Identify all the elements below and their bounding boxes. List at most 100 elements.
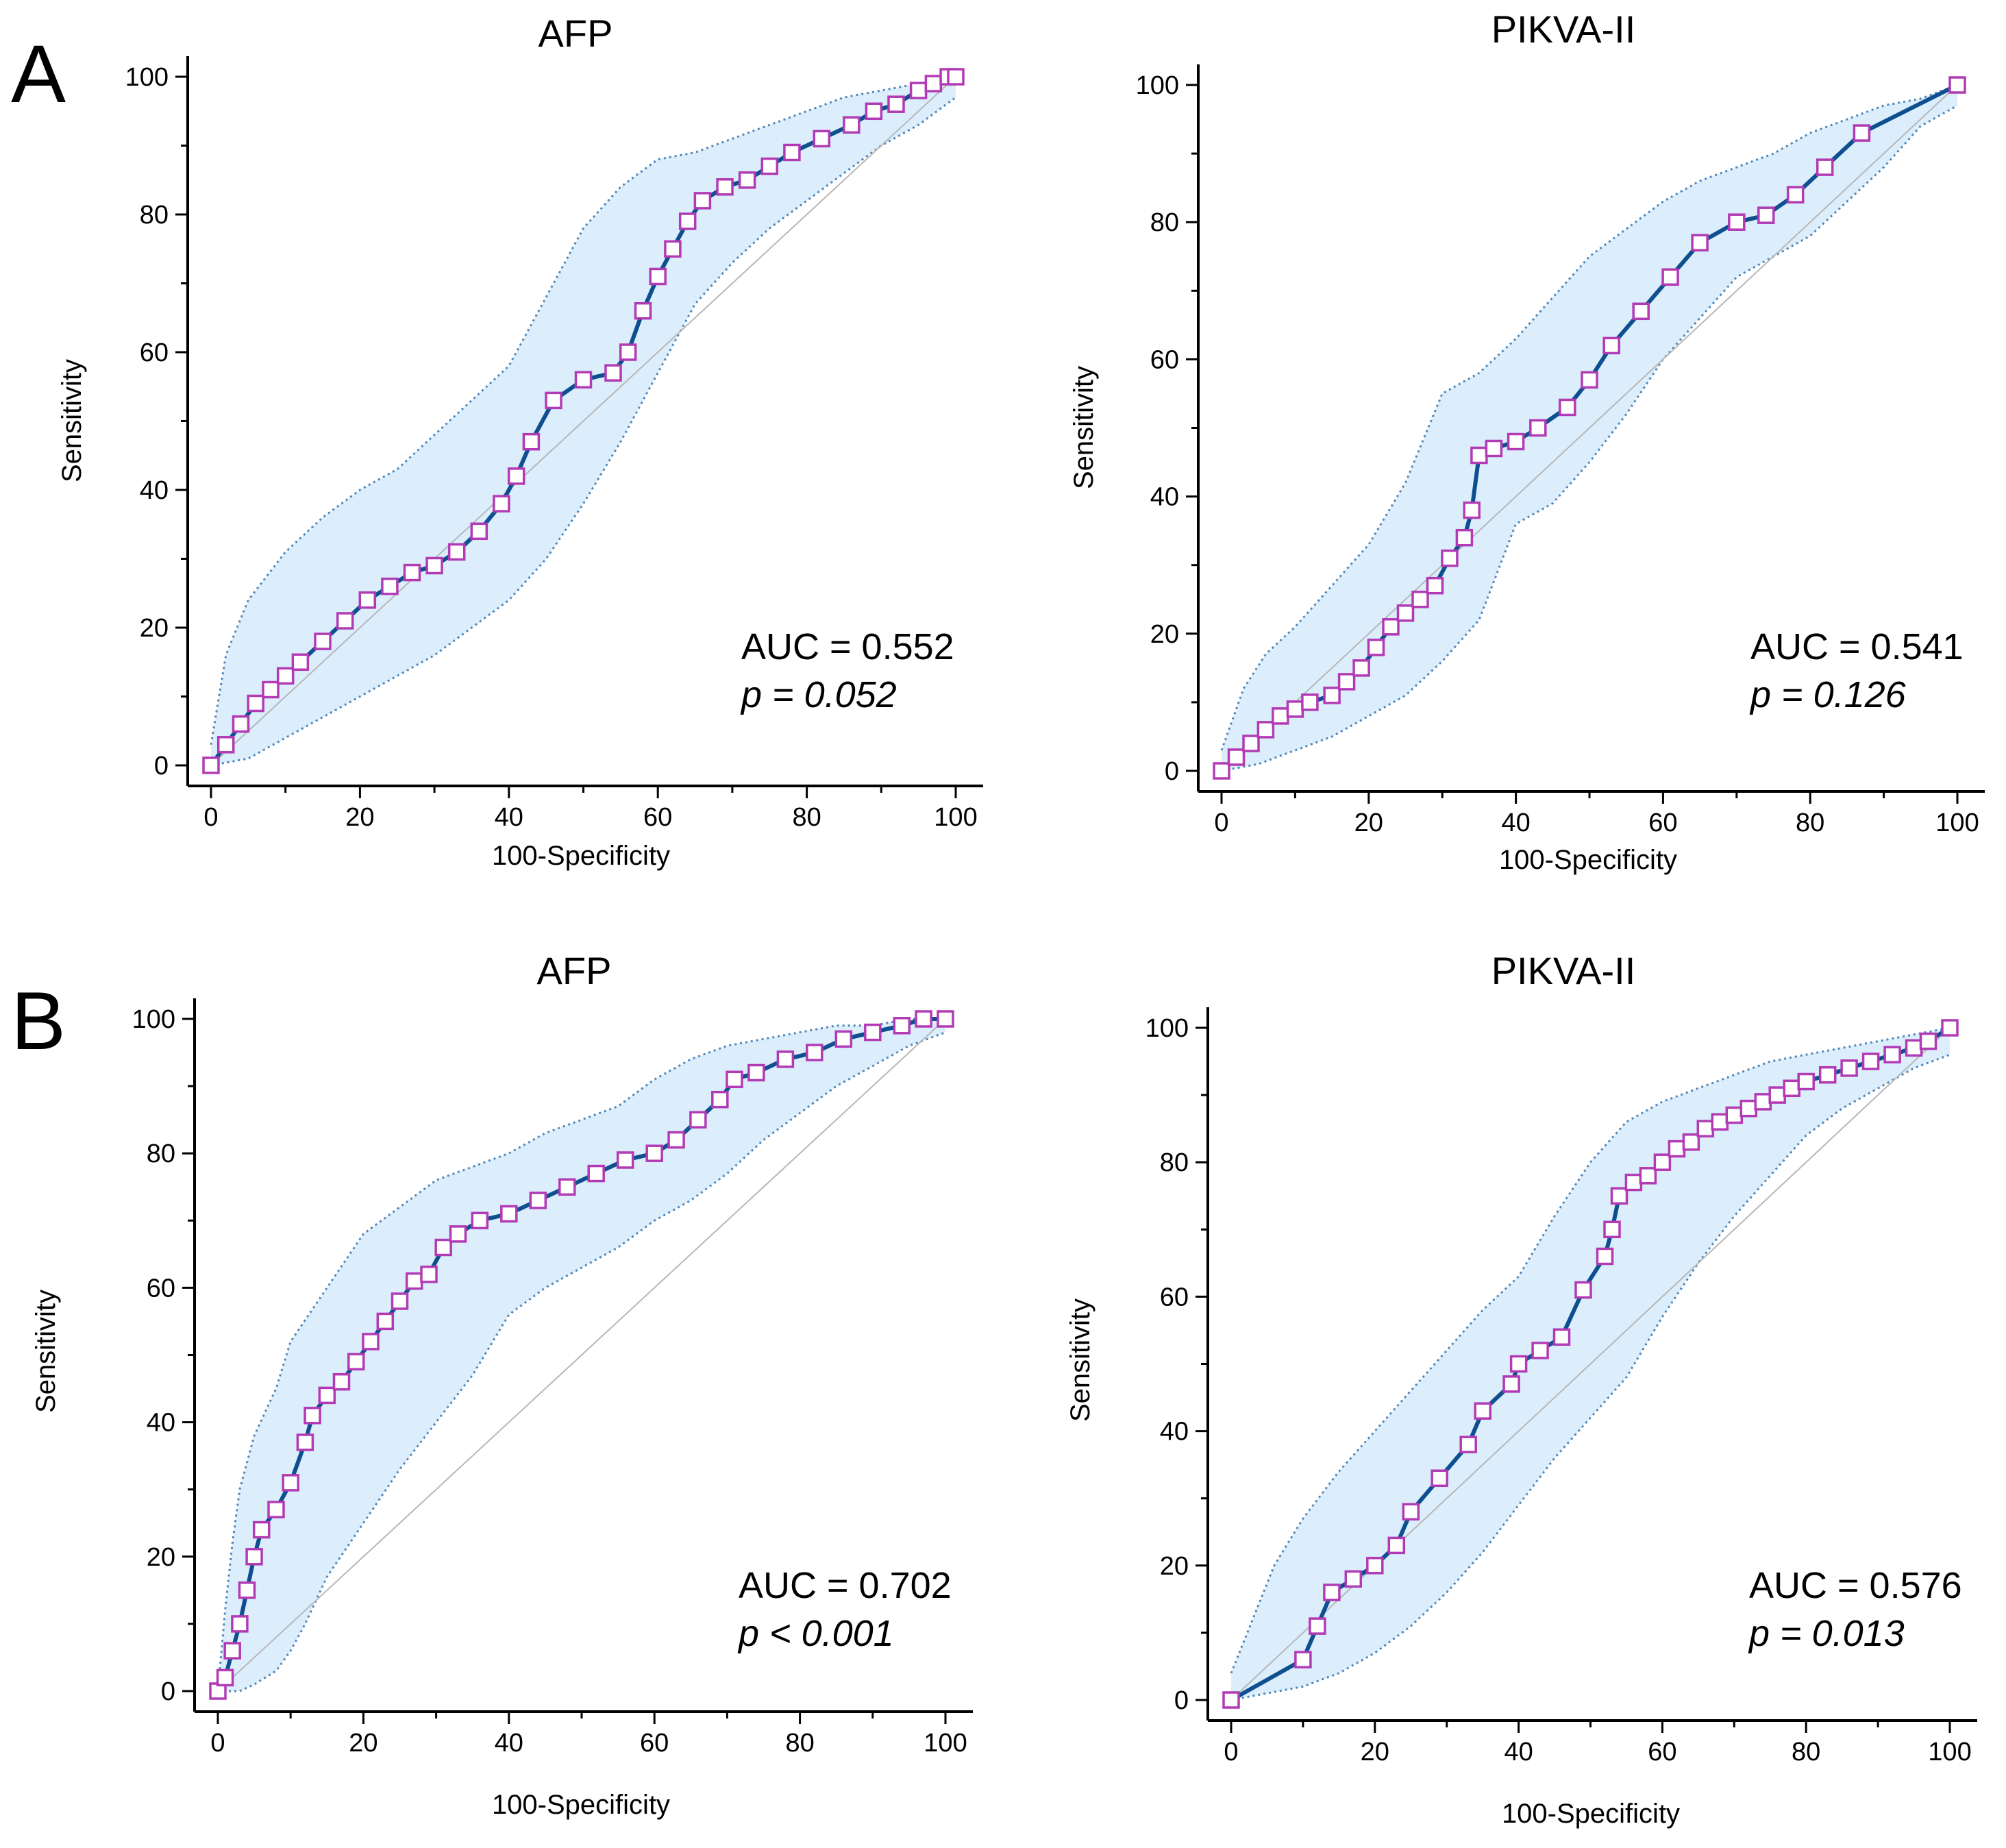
x-tick-label: 80 [1796, 809, 1824, 837]
roc-point [1411, 591, 1429, 608]
y-tick-label: 100 [132, 1005, 175, 1034]
roc-point [449, 1225, 467, 1243]
roc-point [887, 95, 905, 113]
x-tick-label: 40 [1501, 809, 1530, 837]
y-tick-label: 100 [1146, 1014, 1189, 1043]
roc-point [1786, 186, 1805, 204]
roc-point [471, 1211, 489, 1230]
ci-lower-line [210, 96, 956, 767]
roc-point [1596, 1247, 1614, 1266]
roc-point [1323, 687, 1341, 704]
x-tick-label: 80 [1792, 1738, 1820, 1766]
roc-point [1883, 1046, 1901, 1063]
p-value-text: p = 0.013 [1748, 1613, 1905, 1654]
roc-point [1603, 1220, 1621, 1239]
roc-point [1559, 398, 1576, 417]
x-axis-label: 100-Specificity [1502, 1799, 1680, 1829]
roc-point [1783, 1079, 1800, 1098]
roc-point [362, 1333, 380, 1351]
chart-b-afp: 0 20 40 60 80 100 0 20 40 60 80 100 AFP 100-Specifi… [31, 949, 973, 1820]
x-tick-label: 20 [1361, 1738, 1389, 1766]
chart-title: PIKVA-II [1491, 8, 1636, 51]
roc-point [1396, 604, 1415, 622]
roc-point [1382, 618, 1400, 636]
roc-point [574, 371, 593, 389]
y-tick-label: 20 [1150, 620, 1179, 649]
roc-point [1366, 1557, 1384, 1575]
ci-upper-line [216, 1018, 945, 1692]
roc-point [726, 1070, 743, 1089]
roc-point [1682, 1133, 1700, 1151]
p-value-text: p = 0.052 [740, 674, 897, 715]
ci-upper-line [1230, 1026, 1951, 1674]
roc-point [245, 1548, 263, 1566]
roc-point [1323, 1584, 1341, 1601]
roc-point [391, 1292, 409, 1310]
auc-text: AUC = 0.576 [1749, 1565, 1962, 1606]
roc-point [1574, 1281, 1592, 1299]
roc-point [587, 1164, 605, 1183]
roc-point [1470, 446, 1488, 465]
roc-point [1861, 1052, 1880, 1070]
roc-point [1256, 721, 1275, 739]
roc-point [304, 1407, 321, 1425]
roc-point [1696, 1120, 1715, 1137]
roc-point [667, 1131, 685, 1149]
roc-point [1222, 1691, 1240, 1709]
panel-letter-b: B [11, 975, 66, 1067]
roc-point [1309, 1617, 1326, 1635]
roc-point [381, 577, 399, 595]
roc-point [1213, 762, 1230, 780]
roc-point [262, 680, 280, 699]
roc-point [864, 1023, 882, 1042]
y-tick-label: 60 [140, 338, 169, 367]
roc-point [947, 68, 965, 86]
y-tick-label: 80 [140, 201, 169, 230]
roc-point [1818, 1065, 1837, 1084]
roc-point [1509, 1355, 1528, 1373]
roc-point [1402, 1503, 1420, 1521]
roc-point [1711, 1113, 1729, 1131]
chart-b-pikva: 0 20 40 60 80 100 0 20 40 60 80 100 PIKVA-II 100-Sp… [1065, 949, 1977, 1829]
roc-point [693, 192, 712, 210]
roc-point [1552, 1328, 1571, 1346]
x-tick-label: 100 [1928, 1738, 1971, 1766]
roc-point [1227, 748, 1246, 766]
roc-point [216, 736, 235, 754]
y-tick-label: 20 [147, 1543, 175, 1572]
auc-text: AUC = 0.702 [739, 1565, 952, 1606]
roc-point [493, 495, 510, 513]
roc-point [231, 1615, 249, 1633]
y-tick-label: 0 [1165, 757, 1179, 786]
roc-point [1337, 673, 1356, 691]
y-tick-label: 40 [147, 1409, 175, 1438]
roc-point [1441, 549, 1459, 567]
x-tick-label: 100 [924, 1729, 967, 1758]
roc-point [1840, 1059, 1858, 1077]
roc-point [813, 130, 831, 148]
roc-point [1272, 707, 1289, 725]
roc-point [924, 75, 943, 93]
roc-point [834, 1030, 853, 1048]
roc-point [425, 556, 443, 575]
x-tick-label: 100 [1935, 809, 1979, 837]
auc-text: AUC = 0.541 [1750, 626, 1964, 667]
roc-point [529, 1192, 547, 1209]
roc-point [1905, 1039, 1923, 1057]
roc-point [1286, 700, 1304, 718]
x-tick-label: 60 [640, 1729, 669, 1758]
roc-point [689, 1111, 707, 1129]
roc-point [1632, 302, 1650, 321]
roc-point [664, 240, 682, 258]
x-tick-label: 20 [345, 803, 374, 832]
chart-title: AFP [537, 949, 612, 992]
roc-point [232, 715, 250, 733]
roc-point [645, 1144, 663, 1162]
y-tick-label: 100 [1136, 71, 1179, 100]
roc-point [711, 1090, 729, 1109]
x-axis-label: 100-Specificity [1499, 845, 1677, 875]
roc-point [1768, 1086, 1786, 1104]
roc-point [420, 1266, 438, 1283]
roc-point [223, 1642, 241, 1660]
